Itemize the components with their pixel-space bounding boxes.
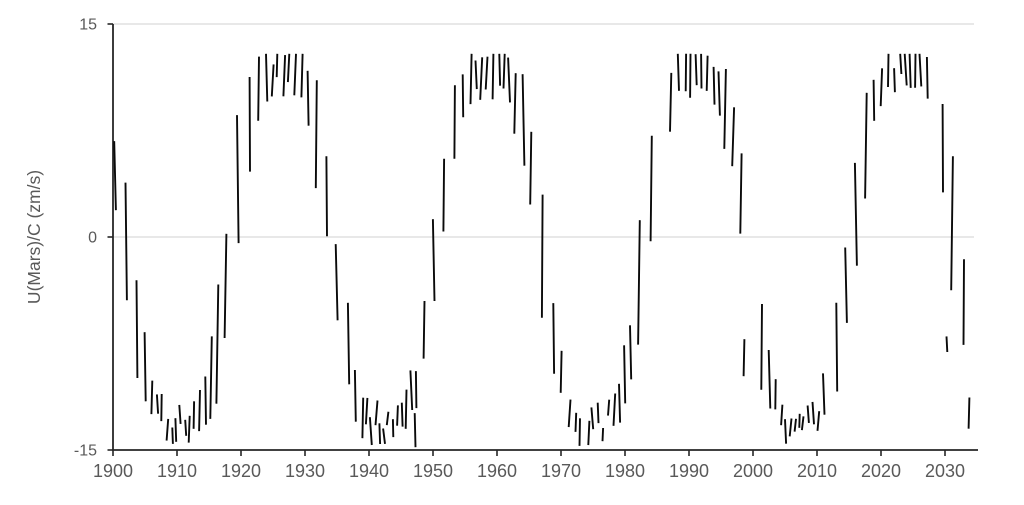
x-tick-label: 1920 bbox=[221, 461, 261, 481]
x-tick-label: 2000 bbox=[733, 461, 773, 481]
x-tick-label: 1910 bbox=[157, 461, 197, 481]
x-tick-label: 1900 bbox=[93, 461, 133, 481]
data-series-path bbox=[113, 53, 971, 448]
x-tick-label: 1960 bbox=[477, 461, 517, 481]
x-tick-label: 1980 bbox=[605, 461, 645, 481]
y-axis-title: U(Mars)/C (zm/s) bbox=[24, 170, 44, 304]
gridlines-group bbox=[113, 23, 974, 238]
x-tick-label: 2020 bbox=[861, 461, 901, 481]
y-tick-label: -15 bbox=[74, 443, 97, 460]
x-tick-label: 2030 bbox=[925, 461, 965, 481]
x-tick-label: 1940 bbox=[349, 461, 389, 481]
y-tick-label: 0 bbox=[88, 230, 97, 247]
x-tick-label: 1950 bbox=[413, 461, 453, 481]
y-tick-label: 15 bbox=[79, 17, 97, 34]
tick-marks-group bbox=[107, 23, 946, 456]
tick-labels-group: 1900 1910 1920 1930 1940 1950 1960 1970 1980 1990… bbox=[74, 17, 965, 482]
x-tick-label: 1990 bbox=[669, 461, 709, 481]
data-series-group bbox=[113, 53, 971, 448]
x-tick-label: 1930 bbox=[285, 461, 325, 481]
x-tick-label: 1970 bbox=[541, 461, 581, 481]
x-tick-label: 2010 bbox=[797, 461, 837, 481]
